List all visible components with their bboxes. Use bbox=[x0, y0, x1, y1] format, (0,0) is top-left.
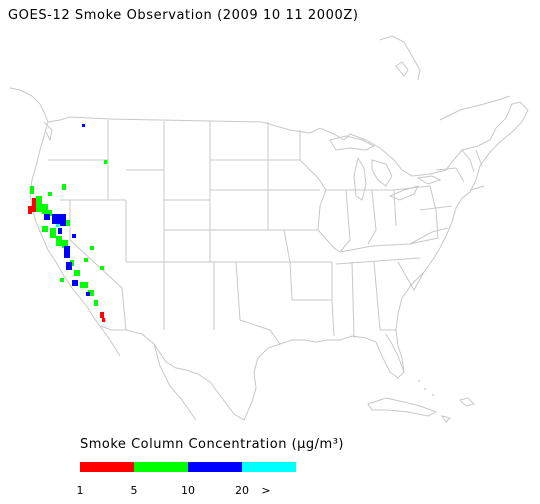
smoke-pixel bbox=[48, 192, 52, 196]
legend-tick-label: 5 bbox=[130, 484, 138, 497]
smoke-pixel bbox=[58, 228, 62, 234]
smoke-pixel bbox=[100, 312, 104, 318]
cuba-outline bbox=[367, 397, 438, 417]
smoke-pixel bbox=[30, 186, 34, 194]
smoke-pixel bbox=[56, 224, 59, 227]
smoke-pixel bbox=[62, 184, 66, 190]
smoke-pixel bbox=[36, 196, 42, 212]
map-boundaries bbox=[9, 35, 529, 423]
smoke-pixel bbox=[60, 214, 66, 226]
lake-ontario bbox=[416, 175, 442, 185]
smoke-pixel bbox=[100, 266, 104, 270]
lake-michigan bbox=[353, 156, 367, 201]
legend-colorbar bbox=[80, 462, 296, 472]
smoke-pixel bbox=[60, 278, 64, 282]
legend-tick-label: 20 bbox=[235, 484, 249, 497]
smoke-pixel bbox=[80, 282, 88, 288]
smoke-pixel bbox=[72, 234, 76, 238]
smoke-pixel bbox=[66, 262, 72, 270]
smoke-pixel bbox=[52, 214, 60, 224]
legend-swatch bbox=[134, 462, 188, 472]
legend-tick-label: > bbox=[261, 484, 271, 497]
smoke-pixel bbox=[102, 318, 105, 322]
legend-swatch bbox=[188, 462, 242, 472]
smoke-pixel bbox=[66, 220, 70, 226]
smoke-pixel bbox=[90, 246, 94, 250]
smoke-pixels bbox=[28, 124, 107, 322]
smoke-pixel bbox=[104, 160, 107, 164]
smoke-pixel bbox=[82, 124, 85, 127]
smoke-pixel bbox=[88, 290, 94, 296]
smoke-pixel bbox=[28, 206, 32, 214]
smoke-pixel bbox=[48, 210, 52, 216]
smoke-pixel bbox=[94, 300, 98, 306]
lake-huron bbox=[371, 159, 393, 187]
smoke-pixel bbox=[44, 214, 50, 220]
legend-title: Smoke Column Concentration (μg/m³) bbox=[80, 437, 344, 452]
smoke-pixel bbox=[32, 198, 36, 212]
us-outline bbox=[29, 101, 529, 421]
map-title: GOES-12 Smoke Observation (2009 10 11 20… bbox=[8, 8, 359, 23]
smoke-pixel bbox=[50, 228, 56, 238]
legend-swatch bbox=[80, 462, 134, 472]
smoke-pixel bbox=[74, 270, 80, 276]
legend-tick-label: 1 bbox=[76, 484, 84, 497]
smoke-pixel bbox=[42, 204, 48, 214]
lake-erie bbox=[388, 185, 419, 201]
smoke-pixel bbox=[64, 246, 70, 258]
smoke-pixel bbox=[72, 280, 78, 286]
smoke-pixel bbox=[62, 240, 68, 248]
lake-superior bbox=[329, 135, 376, 151]
smoke-pixel bbox=[42, 226, 48, 232]
smoke-pixel bbox=[56, 236, 62, 246]
legend-tick-label: 10 bbox=[181, 484, 195, 497]
smoke-pixel bbox=[86, 292, 90, 296]
smoke-pixel bbox=[84, 258, 88, 262]
legend-swatch bbox=[242, 462, 296, 472]
